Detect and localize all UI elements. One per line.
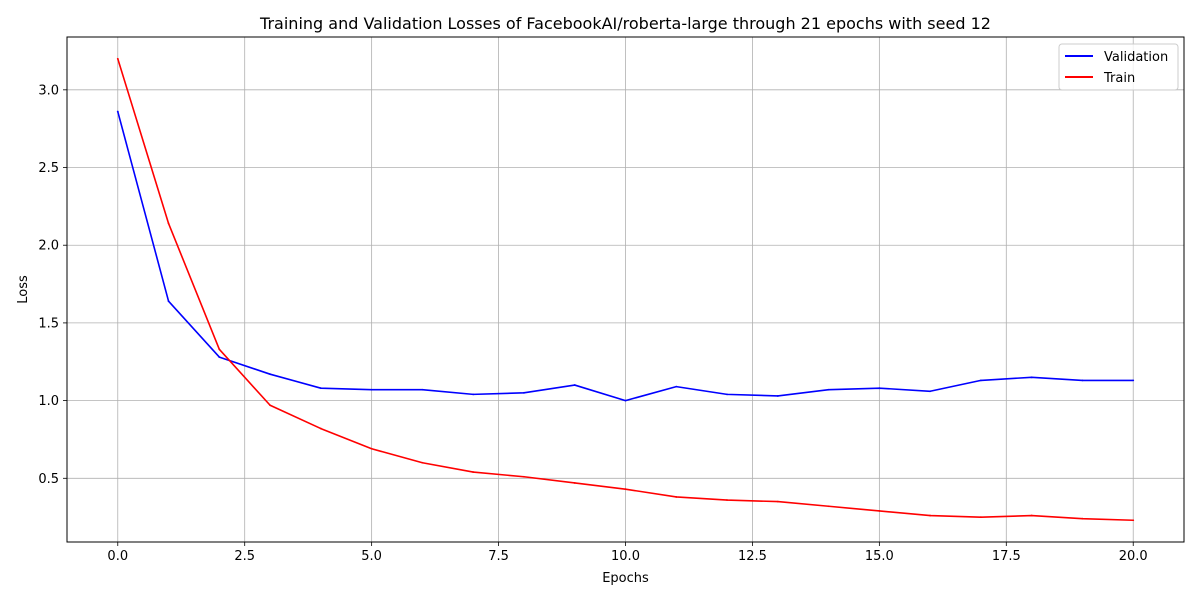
data-point-validation — [675, 385, 678, 388]
data-point-validation — [370, 388, 373, 391]
data-point-validation — [116, 110, 119, 113]
y-tick-label: 1.5 — [38, 316, 59, 331]
data-point-train — [1030, 514, 1033, 517]
series-lines — [116, 57, 1135, 522]
data-point-validation — [980, 379, 982, 382]
legend: Validation Train — [1058, 43, 1179, 91]
data-point-train — [624, 488, 627, 491]
x-tick-label: 15.0 — [865, 549, 894, 564]
data-point-train — [1081, 517, 1084, 520]
data-point-validation — [776, 395, 779, 397]
data-point-validation — [167, 300, 170, 303]
y-axis-label: Loss — [16, 275, 31, 304]
data-point-validation — [624, 399, 627, 402]
data-point-train — [116, 57, 119, 60]
data-point-validation — [421, 388, 424, 391]
data-point-validation — [269, 373, 271, 376]
data-point-train — [726, 499, 728, 501]
data-point-validation — [472, 393, 475, 396]
data-point-validation — [726, 393, 728, 396]
data-point-validation — [1132, 379, 1135, 382]
data-point-train — [675, 496, 678, 498]
data-point-train — [776, 500, 779, 503]
data-point-train — [573, 482, 576, 484]
data-point-validation — [573, 384, 576, 386]
data-point-train — [878, 510, 881, 512]
data-point-train — [1132, 519, 1135, 522]
data-point-train — [472, 471, 475, 473]
y-tick-label: 3.0 — [38, 83, 59, 98]
x-tick-label: 2.5 — [234, 549, 255, 564]
y-axis-ticks: 0.5 1.0 1.5 2.0 2.5 3.0 — [38, 83, 67, 487]
data-point-train — [929, 514, 932, 517]
x-tick-label: 20.0 — [1119, 549, 1148, 564]
y-tick-label: 2.0 — [38, 239, 59, 254]
legend-label-train: Train — [1103, 71, 1135, 86]
chart-title: Training and Validation Losses of Facebo… — [259, 14, 991, 33]
y-tick-label: 2.5 — [38, 161, 59, 176]
data-point-train — [827, 505, 830, 508]
data-point-train — [370, 447, 373, 450]
data-point-train — [980, 516, 982, 519]
data-point-train — [523, 475, 525, 478]
data-point-train — [218, 348, 221, 351]
data-point-validation — [1081, 379, 1084, 382]
y-tick-label: 1.0 — [38, 394, 59, 409]
data-point-train — [421, 461, 424, 464]
data-point-train — [269, 404, 271, 407]
x-tick-label: 7.5 — [488, 549, 509, 564]
data-point-validation — [319, 387, 322, 390]
x-tick-label: 5.0 — [361, 549, 382, 564]
data-point-train — [167, 222, 170, 225]
x-tick-label: 0.0 — [107, 549, 128, 564]
y-tick-label: 0.5 — [38, 472, 59, 487]
data-point-validation — [878, 387, 881, 390]
x-axis-label: Epochs — [602, 571, 649, 586]
x-tick-label: 12.5 — [738, 549, 767, 564]
data-point-validation — [218, 356, 221, 358]
data-point-train — [319, 427, 322, 430]
data-point-validation — [1030, 376, 1033, 379]
data-point-validation — [827, 388, 830, 391]
legend-label-validation: Validation — [1104, 50, 1168, 65]
x-axis-ticks: 0.0 2.5 5.0 7.5 10.0 12.5 15.0 17.5 20.0 — [107, 542, 1148, 564]
x-tick-label: 10.0 — [611, 549, 640, 564]
data-point-validation — [523, 391, 525, 394]
x-tick-label: 17.5 — [992, 549, 1021, 564]
data-point-validation — [929, 390, 932, 393]
